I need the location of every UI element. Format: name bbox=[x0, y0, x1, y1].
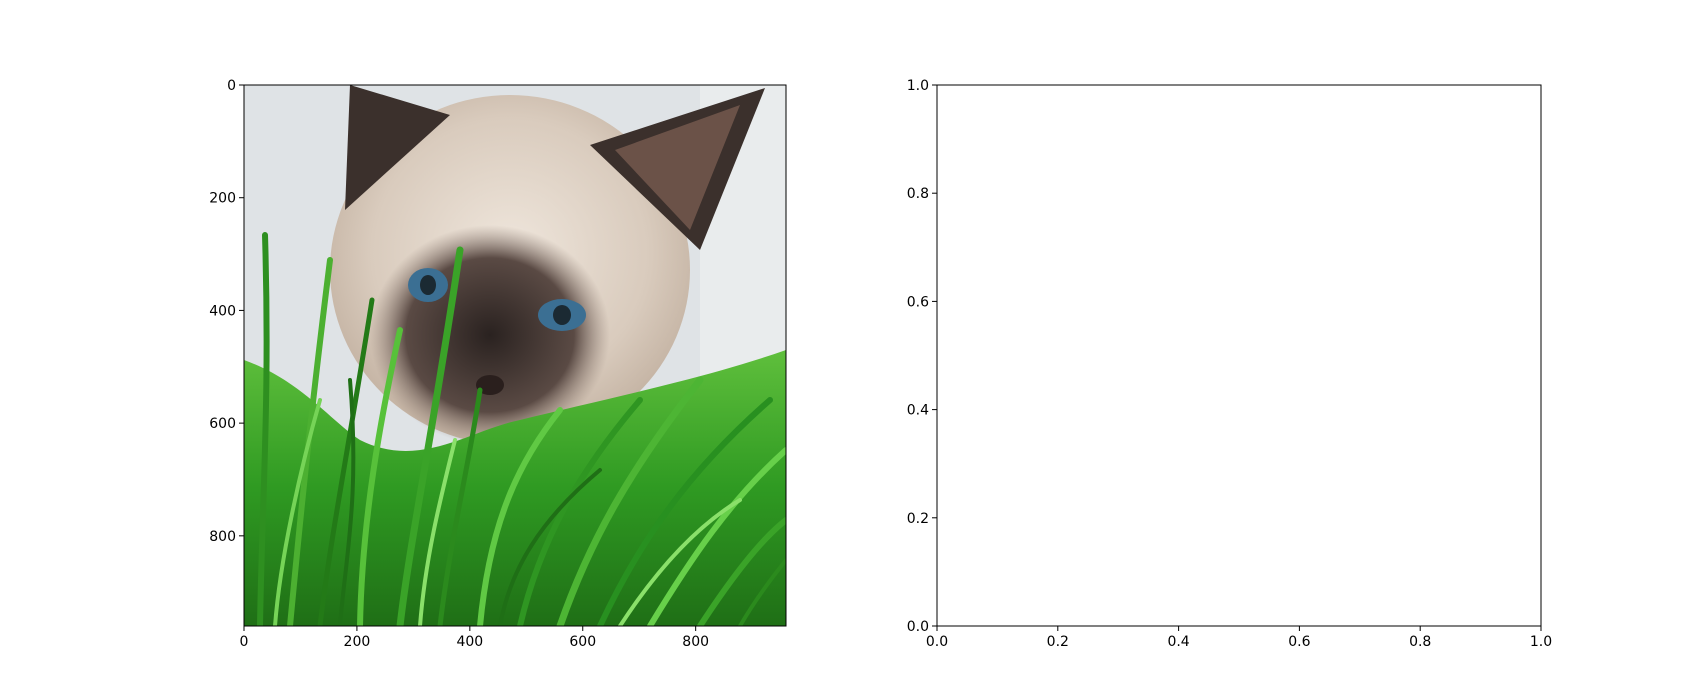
image-axes-frame bbox=[243, 84, 787, 627]
empty-y-tick-label: 0.6 bbox=[907, 294, 929, 310]
empty-x-tick-label: 1.0 bbox=[1530, 634, 1552, 650]
empty-x-tick-label: 0.0 bbox=[926, 634, 948, 650]
empty-x-tick-label: 0.2 bbox=[1047, 634, 1069, 650]
image-x-tick-label: 800 bbox=[682, 634, 709, 650]
empty-axes-frame bbox=[936, 84, 1542, 627]
left-x-ticks: 0 200 400 600 800 bbox=[240, 626, 709, 650]
image-x-tick-label: 600 bbox=[569, 634, 596, 650]
kitten-photo bbox=[244, 85, 786, 626]
empty-y-tick-label: 0.0 bbox=[907, 619, 929, 635]
empty-y-tick-label: 0.8 bbox=[907, 186, 929, 202]
image-x-tick-label: 200 bbox=[344, 634, 371, 650]
empty-x-tick-label: 0.6 bbox=[1288, 634, 1310, 650]
empty-axes-panel: 0.0 0.2 0.4 0.6 0.8 1.0 0.0 0.2 0.4 0.6 0.8 1.0 bbox=[907, 78, 1552, 650]
image-y-tick-label: 800 bbox=[209, 529, 236, 545]
image-panel: 0 200 400 600 800 0 200 400 600 800 bbox=[209, 78, 787, 650]
empty-y-tick-label: 1.0 bbox=[907, 78, 929, 94]
image-x-tick-label: 0 bbox=[240, 634, 249, 650]
empty-y-tick-label: 0.2 bbox=[907, 511, 929, 527]
empty-x-tick-label: 0.4 bbox=[1167, 634, 1189, 650]
left-y-ticks: 0 200 400 600 800 bbox=[209, 78, 244, 545]
right-x-ticks: 0.0 0.2 0.4 0.6 0.8 1.0 bbox=[926, 626, 1552, 650]
empty-y-tick-label: 0.4 bbox=[907, 403, 929, 419]
image-y-tick-label: 0 bbox=[227, 78, 236, 94]
image-y-tick-label: 600 bbox=[209, 416, 236, 432]
image-x-tick-label: 400 bbox=[456, 634, 483, 650]
image-y-tick-label: 400 bbox=[209, 303, 236, 319]
empty-x-tick-label: 0.8 bbox=[1409, 634, 1431, 650]
right-y-ticks: 0.0 0.2 0.4 0.6 0.8 1.0 bbox=[907, 78, 937, 635]
image-y-tick-label: 200 bbox=[209, 191, 236, 207]
